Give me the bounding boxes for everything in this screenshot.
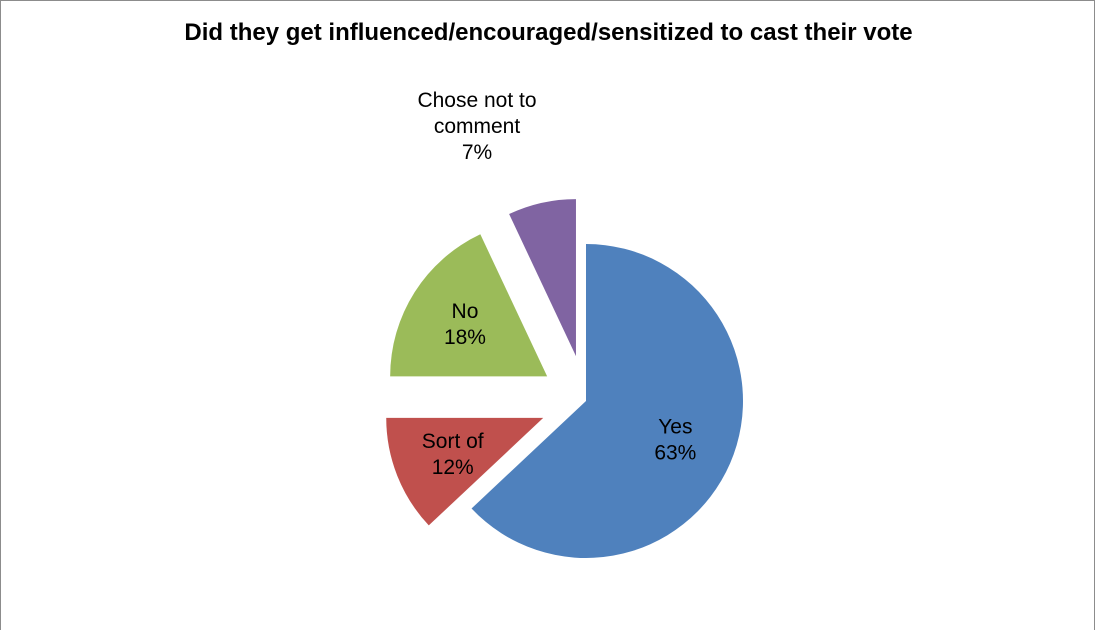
data-label-no: No 18% [444,300,486,349]
data-label-sort-of: Sort of 12% [422,430,484,479]
pie-slice-no [390,234,548,377]
data-label-yes: Yes 63% [654,416,696,465]
data-label-line: Sort of [422,430,484,453]
chart-title: Did they get influenced/encouraged/sensi… [184,19,913,46]
data-label-line: Yes [658,416,692,439]
pie-slice-sort-of [386,417,544,526]
data-label-line: 63% [654,442,696,465]
data-label-line: 18% [444,326,486,349]
pie-slice-yes [471,244,743,558]
pie-slice-chose-not-to-comment [509,199,576,357]
data-label-line: 7% [462,141,492,164]
data-label-line: Chose not to [417,89,536,112]
data-label-line: comment [434,115,521,138]
data-label-line: 12% [432,456,474,479]
data-label-line: No [452,300,479,323]
data-label-chose-not-to-comment: Chose not to comment 7% [417,89,536,164]
